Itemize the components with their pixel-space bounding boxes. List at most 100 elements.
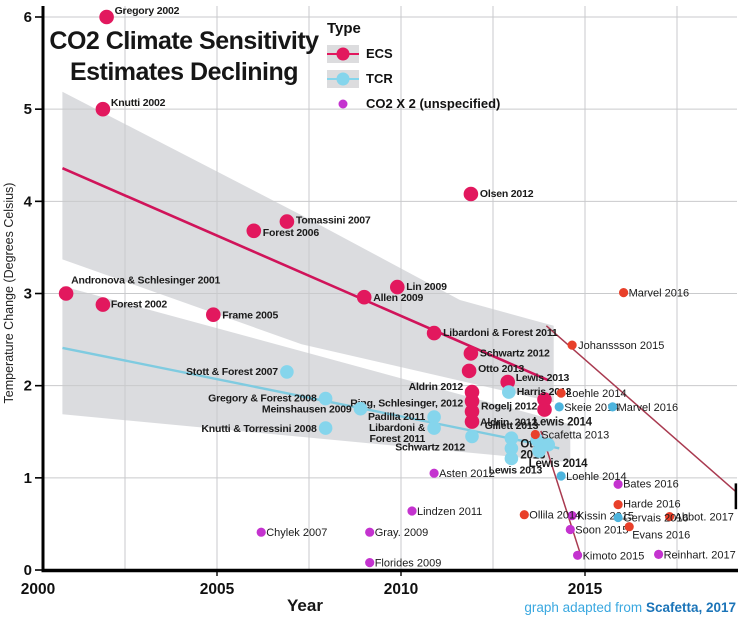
point-label: Lindzen 2011: [417, 506, 482, 518]
point-label: Forest 2002: [111, 299, 168, 311]
point-label: Lewis 2014: [529, 458, 589, 470]
legend-swatch-tcr: [327, 69, 359, 88]
data-point-ecs: [537, 392, 552, 407]
point-label: Lin 2009: [406, 281, 447, 293]
data-point-tcr: [504, 451, 519, 466]
point-label: Marvel 2016: [629, 288, 690, 300]
x-tick-label: 2015: [568, 581, 603, 598]
data-point-added-blue: [556, 471, 566, 481]
data-point-co2-x-2-unspecified-: [407, 506, 417, 516]
point-label: Gervais 2016: [623, 513, 688, 525]
data-point-ecs: [426, 325, 442, 341]
data-point-co2-x-2-unspecified-: [365, 527, 375, 537]
data-point-ecs: [463, 346, 479, 361]
point-label: Gregory & Forest 2008: [208, 393, 317, 405]
legend-swatch-ecs: [327, 44, 359, 63]
point-label: Schwartz 2012: [395, 441, 465, 453]
credit-source: Scafetta, 2017: [645, 600, 736, 615]
point-label: Frame 2005: [222, 310, 278, 322]
data-point-added-red: [624, 522, 634, 532]
credit-prefix: graph adapted from: [524, 600, 646, 615]
data-point-ecs: [390, 279, 405, 295]
chart-title-line2: Estimates Declining: [69, 58, 299, 86]
data-point-ecs: [95, 101, 111, 117]
point-label: Abbot. 2017: [675, 512, 734, 524]
point-label: Soon 2015: [575, 525, 628, 537]
legend-label-ecs: ECS: [366, 46, 393, 61]
data-point-added-blue: [608, 402, 618, 412]
x-axis-title: Year: [287, 596, 323, 615]
data-point-ecs: [99, 9, 114, 25]
data-point-tcr: [353, 401, 368, 416]
point-label: Knutti & Torressini 2008: [201, 423, 317, 435]
point-label: Libardoni & Forest 2011: [443, 327, 558, 339]
data-point-tcr: [504, 441, 519, 456]
point-label: Rogelj 2012: [481, 401, 538, 413]
data-point-tcr: [465, 429, 479, 444]
data-point-co2-x-2-unspecified-: [365, 558, 375, 568]
data-point-ecs: [461, 363, 477, 379]
data-point-co2-x-2-unspecified-: [429, 468, 439, 478]
point-label: Reinhart. 2017: [664, 549, 736, 561]
y-axis-title: Temperature Change (Degrees Celsius): [2, 182, 16, 404]
data-point-added-red: [613, 500, 623, 510]
point-label: Lewis 2013: [489, 465, 543, 477]
y-tick-label: 4: [24, 193, 33, 210]
y-tick-label: 1: [24, 470, 32, 487]
data-point-co2-x-2-unspecified-: [654, 549, 664, 560]
ecs-trendline: [61, 166, 549, 382]
data-point-ecs: [464, 404, 480, 419]
legend-dot-ecs-icon: [336, 47, 350, 60]
data-point-tcr: [280, 365, 294, 379]
point-label: Loehle 2014: [566, 388, 627, 400]
y-tick-label: 5: [24, 101, 32, 118]
point-label: Marvel 2016: [618, 402, 679, 414]
point-label: Tomassini 2007: [296, 215, 371, 227]
point-label: Johanssson 2015: [578, 340, 664, 352]
point-label: Gregory 2002: [115, 5, 180, 17]
point-label: Aldrin, 2012: [480, 417, 537, 429]
data-point-added-red: [665, 511, 675, 522]
point-label: Gillett 2013: [485, 420, 539, 432]
x-tick-label: 2000: [21, 581, 55, 598]
point-label: Forest 2006: [263, 227, 320, 239]
point-label: Harde 2016: [623, 499, 681, 511]
legend-swatch-co2x2: [327, 95, 359, 113]
legend-dot-tcr-icon: [336, 72, 350, 85]
data-point-co2-x-2-unspecified-: [256, 527, 266, 537]
point-label: Asten 2012: [439, 468, 495, 480]
point-label: Olsen 2012: [480, 188, 534, 200]
tcr-confidence-band: [62, 286, 571, 463]
y-tick-label: 2: [24, 378, 32, 395]
x-tick-label: 2010: [384, 581, 418, 598]
data-point-tcr: [504, 431, 519, 446]
data-point-ecs: [246, 223, 262, 239]
legend-dot-co2x2-icon: [338, 99, 348, 108]
data-point-co2-x-2-unspecified-: [567, 510, 577, 521]
point-label: Loehle 2014: [566, 471, 627, 483]
data-point-co2-x-2-unspecified-: [565, 524, 575, 535]
point-label: Schwartz 2012: [480, 347, 550, 359]
data-point-added-red: [530, 429, 540, 440]
data-point-ecs: [95, 297, 111, 312]
data-point-co2-x-2-unspecified-: [573, 550, 583, 560]
data-point-added-red: [519, 510, 529, 520]
point-label: Andronova & Schlesinger 2001: [71, 275, 220, 287]
data-point-ecs: [58, 286, 74, 301]
y-tick-label: 3: [24, 286, 32, 303]
data-point-ecs: [279, 214, 295, 229]
data-point-tcr: [502, 385, 516, 399]
data-point-added-red: [567, 340, 577, 350]
point-label: Scafetta 2013: [541, 430, 609, 442]
point-label: Meinshausen 2009: [262, 404, 352, 416]
data-point-ecs: [464, 394, 480, 409]
data-point-tcr: [318, 391, 333, 406]
point-label: Lewis 2014: [533, 417, 593, 429]
data-point-tcr: [427, 421, 441, 435]
legend-label-tcr: TCR: [366, 71, 393, 86]
data-point-added-red: [556, 388, 566, 398]
data-point-ecs: [537, 402, 552, 417]
point-label: Stott & Forest 2007: [186, 366, 278, 378]
